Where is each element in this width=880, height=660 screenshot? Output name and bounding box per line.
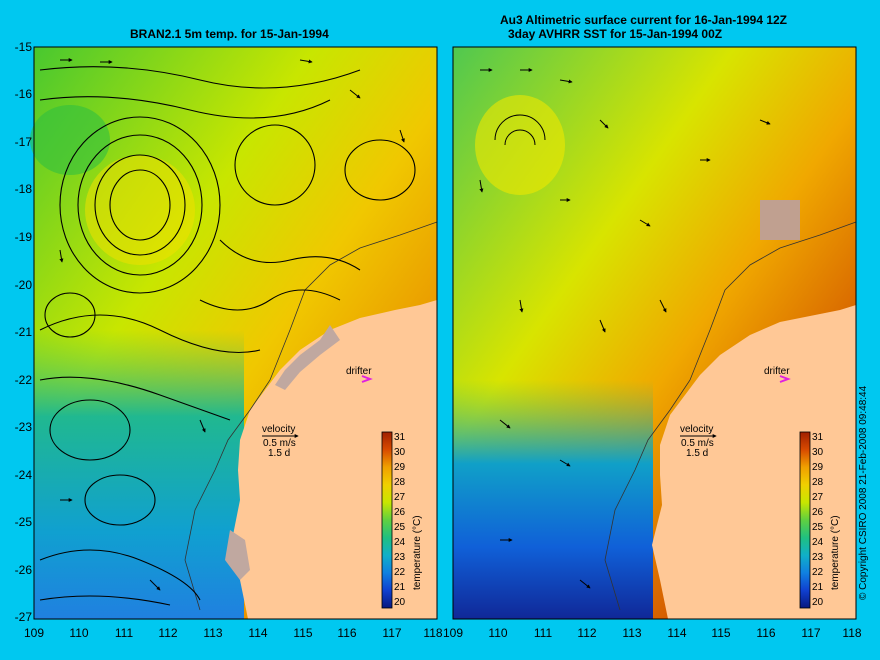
right-colorbar	[799, 431, 811, 609]
colorbar-tick: 25	[394, 522, 406, 533]
y-tick: -17	[14, 135, 32, 149]
right-velocity-time: 1.5 d	[686, 448, 709, 459]
colorbar-tick: 20	[394, 597, 406, 608]
colorbar-tick: 30	[812, 447, 824, 458]
colorbar-tick: 28	[812, 477, 824, 488]
left-streamlines	[39, 66, 416, 606]
x-tick: 115	[293, 626, 313, 640]
x-tick: 114	[667, 626, 687, 640]
x-tick: 109	[442, 626, 464, 640]
x-tick: 111	[533, 626, 553, 640]
x-tick: 118	[842, 626, 862, 640]
colorbar-tick: 27	[394, 492, 406, 503]
y-tick: -16	[14, 87, 32, 101]
x-tick: 112	[577, 626, 597, 640]
colorbar-tick: 21	[812, 582, 824, 593]
colorbar-tick: 31	[812, 432, 824, 443]
y-tick: -27	[14, 610, 32, 624]
x-tick: 113	[203, 626, 223, 640]
x-tick: 112	[158, 626, 178, 640]
right-south-cool-water	[453, 380, 653, 619]
right-map	[452, 46, 857, 620]
y-tick: -24	[14, 468, 32, 482]
x-tick: 110	[69, 626, 89, 640]
right-velocity-label: velocity	[680, 424, 714, 435]
x-tick: 113	[622, 626, 642, 640]
right-colorbar-label: temperature (°C)	[830, 515, 841, 590]
x-tick: 110	[488, 626, 508, 640]
right-panel-title-line1: Au3 Altimetric surface current for 16-Ja…	[500, 13, 787, 27]
x-tick: 114	[248, 626, 268, 640]
left-colorbar-label: temperature (°C)	[412, 515, 423, 590]
colorbar-tick: 23	[394, 552, 406, 563]
y-tick: -18	[14, 182, 32, 196]
colorbar-tick: 30	[394, 447, 406, 458]
colorbar-tick: 28	[394, 477, 406, 488]
x-tick: 115	[711, 626, 731, 640]
colorbar-tick: 20	[812, 597, 824, 608]
colorbar-tick: 22	[812, 567, 824, 578]
x-tick: 117	[382, 626, 402, 640]
y-tick: -15	[14, 40, 32, 54]
x-tick: 109	[23, 626, 45, 640]
right-drifter-label: drifter	[764, 366, 790, 377]
x-tick: 116	[756, 626, 776, 640]
left-map	[30, 46, 438, 620]
colorbar-tick: 27	[812, 492, 824, 503]
colorbar-tick: 26	[394, 507, 406, 518]
copyright-text: © Copyright CSIRO 2008 21-Feb-2008 09:48…	[858, 385, 869, 600]
y-tick: -19	[14, 230, 32, 244]
right-drifter-marker	[779, 375, 791, 383]
left-south-cool-water	[34, 330, 244, 619]
x-tick: 116	[337, 626, 357, 640]
colorbar-tick: 29	[812, 462, 824, 473]
y-tick: -21	[14, 325, 32, 339]
y-tick: -25	[14, 515, 32, 529]
left-vector-arrows	[59, 58, 405, 591]
colorbar-tick: 26	[812, 507, 824, 518]
right-velocity-scale: 0.5 m/s	[681, 438, 714, 449]
right-panel-title-line2: 3day AVHRR SST for 15-Jan-1994 00Z	[508, 27, 723, 41]
colorbar-tick: 24	[394, 537, 406, 548]
colorbar-tick: 24	[812, 537, 824, 548]
y-tick: -20	[14, 278, 32, 292]
left-panel-title: BRAN2.1 5m temp. for 15-Jan-1994	[130, 27, 329, 41]
left-colorbar	[381, 431, 393, 609]
right-warm-eddy	[475, 95, 565, 195]
left-warm-eddy	[85, 155, 195, 265]
left-drifter-label: drifter	[346, 366, 372, 377]
colorbar-tick: 21	[394, 582, 406, 593]
right-vector-arrows	[479, 68, 771, 589]
x-tick: 111	[114, 626, 134, 640]
colorbar-tick: 25	[812, 522, 824, 533]
colorbar-tick: 31	[394, 432, 406, 443]
colorbar-tick: 22	[394, 567, 406, 578]
y-tick: -22	[14, 373, 32, 387]
x-tick: 118	[423, 626, 443, 640]
x-tick: 117	[801, 626, 821, 640]
y-tick: -23	[14, 420, 32, 434]
left-velocity-scale: 0.5 m/s	[263, 438, 296, 449]
left-drifter-marker	[361, 375, 373, 383]
y-tick: -26	[14, 563, 32, 577]
left-velocity-label: velocity	[262, 424, 296, 435]
colorbar-tick: 23	[812, 552, 824, 563]
left-velocity-time: 1.5 d	[268, 448, 291, 459]
colorbar-tick: 29	[394, 462, 406, 473]
